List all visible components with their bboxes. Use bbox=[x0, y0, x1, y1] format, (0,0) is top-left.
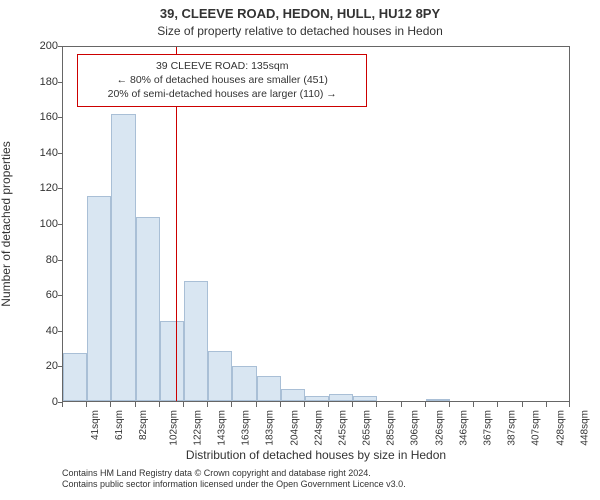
x-tick-mark bbox=[449, 402, 450, 407]
x-tick-label: 183sqm bbox=[265, 410, 276, 446]
y-tick-label: 120 bbox=[22, 182, 58, 194]
y-tick-mark bbox=[58, 117, 63, 118]
x-tick-label: 102sqm bbox=[168, 410, 179, 446]
x-tick-mark bbox=[135, 402, 136, 407]
y-tick-label: 60 bbox=[22, 289, 58, 301]
y-tick-mark bbox=[58, 82, 63, 83]
histogram-bar bbox=[63, 353, 87, 401]
histogram-bar bbox=[208, 351, 232, 401]
x-tick-label: 367sqm bbox=[483, 410, 494, 446]
x-tick-mark bbox=[328, 402, 329, 407]
x-tick-label: 41sqm bbox=[90, 410, 101, 440]
histogram-bar bbox=[160, 321, 184, 401]
histogram-bar bbox=[184, 281, 208, 401]
x-tick-label: 82sqm bbox=[138, 410, 149, 440]
x-tick-mark bbox=[62, 402, 63, 407]
y-tick-mark bbox=[58, 188, 63, 189]
x-tick-mark bbox=[256, 402, 257, 407]
attribution-line-2: Contains public sector information licen… bbox=[62, 479, 582, 490]
chart-title: 39, CLEEVE ROAD, HEDON, HULL, HU12 8PY bbox=[0, 6, 600, 21]
y-tick-mark bbox=[58, 331, 63, 332]
annotation-smaller: ← 80% of detached houses are smaller (45… bbox=[86, 73, 358, 87]
x-tick-mark bbox=[231, 402, 232, 407]
x-tick-label: 265sqm bbox=[362, 410, 373, 446]
x-tick-mark bbox=[376, 402, 377, 407]
histogram-bar bbox=[87, 196, 111, 401]
histogram-bar bbox=[329, 394, 353, 401]
x-tick-label: 306sqm bbox=[410, 410, 421, 446]
x-tick-label: 407sqm bbox=[531, 410, 542, 446]
annotation-box: 39 CLEEVE ROAD: 135sqm← 80% of detached … bbox=[77, 54, 367, 107]
y-tick-mark bbox=[58, 224, 63, 225]
y-tick-mark bbox=[58, 260, 63, 261]
y-tick-label: 20 bbox=[22, 360, 58, 372]
y-tick-label: 80 bbox=[22, 254, 58, 266]
x-tick-mark bbox=[207, 402, 208, 407]
x-tick-label: 326sqm bbox=[434, 410, 445, 446]
y-tick-label: 180 bbox=[22, 76, 58, 88]
plot-area: 39 CLEEVE ROAD: 135sqm← 80% of detached … bbox=[62, 46, 570, 402]
x-tick-label: 387sqm bbox=[507, 410, 518, 446]
x-tick-label: 204sqm bbox=[289, 410, 300, 446]
x-tick-mark bbox=[401, 402, 402, 407]
histogram-bar bbox=[111, 114, 135, 401]
x-tick-label: 122sqm bbox=[192, 410, 203, 446]
y-tick-label: 100 bbox=[22, 218, 58, 230]
y-tick-label: 200 bbox=[22, 40, 58, 52]
x-tick-mark bbox=[497, 402, 498, 407]
x-tick-mark bbox=[546, 402, 547, 407]
y-tick-mark bbox=[58, 366, 63, 367]
y-tick-label: 160 bbox=[22, 111, 58, 123]
histogram-bar bbox=[426, 399, 450, 401]
x-tick-label: 61sqm bbox=[114, 410, 125, 440]
x-tick-mark bbox=[110, 402, 111, 407]
y-tick-mark bbox=[58, 295, 63, 296]
x-tick-label: 143sqm bbox=[217, 410, 228, 446]
chart-container: { "title": "39, CLEEVE ROAD, HEDON, HULL… bbox=[0, 0, 600, 500]
histogram-bar bbox=[136, 217, 160, 401]
annotation-title: 39 CLEEVE ROAD: 135sqm bbox=[86, 59, 358, 73]
y-tick-label: 140 bbox=[22, 147, 58, 159]
annotation-larger: 20% of semi-detached houses are larger (… bbox=[86, 87, 358, 101]
x-tick-mark bbox=[183, 402, 184, 407]
x-tick-label: 285sqm bbox=[386, 410, 397, 446]
chart-subtitle: Size of property relative to detached ho… bbox=[0, 24, 600, 38]
y-tick-mark bbox=[58, 46, 63, 47]
attribution-line-1: Contains HM Land Registry data © Crown c… bbox=[62, 468, 582, 479]
x-tick-label: 346sqm bbox=[458, 410, 469, 446]
y-tick-label: 40 bbox=[22, 325, 58, 337]
x-tick-mark bbox=[473, 402, 474, 407]
histogram-bar bbox=[353, 396, 377, 401]
x-tick-mark bbox=[569, 402, 570, 407]
x-tick-mark bbox=[352, 402, 353, 407]
x-tick-mark bbox=[86, 402, 87, 407]
x-tick-label: 224sqm bbox=[313, 410, 324, 446]
y-axis-label: Number of detached properties bbox=[0, 141, 13, 306]
x-tick-label: 428sqm bbox=[555, 410, 566, 446]
x-tick-label: 245sqm bbox=[337, 410, 348, 446]
x-axis-label: Distribution of detached houses by size … bbox=[62, 448, 570, 462]
y-tick-mark bbox=[58, 153, 63, 154]
x-tick-mark bbox=[425, 402, 426, 407]
x-tick-mark bbox=[304, 402, 305, 407]
x-tick-mark bbox=[280, 402, 281, 407]
x-tick-label: 448sqm bbox=[579, 410, 590, 446]
histogram-bar bbox=[257, 376, 281, 401]
data-attribution: Contains HM Land Registry data © Crown c… bbox=[62, 468, 582, 491]
y-tick-label: 0 bbox=[22, 396, 58, 408]
x-tick-label: 163sqm bbox=[241, 410, 252, 446]
histogram-bar bbox=[232, 366, 256, 401]
histogram-bar bbox=[305, 396, 329, 401]
histogram-bar bbox=[281, 389, 305, 401]
x-tick-mark bbox=[522, 402, 523, 407]
x-tick-mark bbox=[159, 402, 160, 407]
